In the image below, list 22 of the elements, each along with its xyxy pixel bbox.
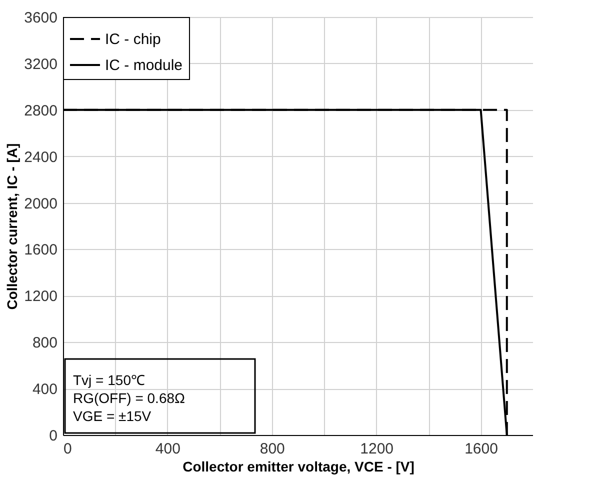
y-tick-label: 3200 [24,56,58,73]
y-tick-label: 2800 [24,102,58,120]
x-tick-label: 800 [260,440,285,458]
y-tick-label: 1200 [24,288,58,306]
x-tick-label: 400 [155,440,180,458]
legend-label: IC - module [105,57,183,74]
y-tick-label: 800 [32,334,58,352]
y-tick-label: 2000 [24,195,58,212]
legend-label: IC - chip [105,31,161,48]
annotation: VGE = ±15V [73,408,152,424]
x-tick-label: 1600 [464,440,498,458]
x-tick-label: 1200 [360,440,394,458]
annotation: RG(OFF) = 0.68Ω [73,390,185,406]
y-tick-label: 400 [32,381,58,398]
y-axis-title: Collector current, IC - [A] [4,143,20,310]
x-axis-title: Collector emitter voltage, VCE - [V] [182,458,414,474]
y-tick-label: 3600 [24,10,58,26]
x-tick-label: 0 [64,440,72,458]
y-tick-label: 2400 [24,148,58,166]
y-tick-label: 1600 [24,242,58,259]
y-tick-label: 0 [49,428,58,444]
annotation: Tvj = 150℃ [73,372,145,388]
